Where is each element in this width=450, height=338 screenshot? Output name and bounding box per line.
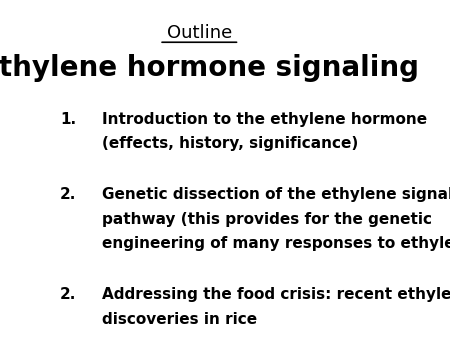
Text: 2.: 2.: [59, 287, 76, 302]
Text: (effects, history, significance): (effects, history, significance): [102, 136, 358, 151]
Text: discoveries in rice: discoveries in rice: [102, 312, 257, 327]
Text: Ethylene hormone signaling: Ethylene hormone signaling: [0, 54, 419, 82]
Text: 2.: 2.: [59, 187, 76, 202]
Text: pathway (this provides for the genetic: pathway (this provides for the genetic: [102, 212, 432, 226]
Text: Introduction to the ethylene hormone: Introduction to the ethylene hormone: [102, 112, 428, 126]
Text: 1.: 1.: [60, 112, 76, 126]
Text: Outline: Outline: [166, 24, 232, 42]
Text: Addressing the food crisis: recent ethylene: Addressing the food crisis: recent ethyl…: [102, 287, 450, 302]
Text: Genetic dissection of the ethylene signaling: Genetic dissection of the ethylene signa…: [102, 187, 450, 202]
Text: engineering of many responses to ethylene): engineering of many responses to ethylen…: [102, 236, 450, 251]
